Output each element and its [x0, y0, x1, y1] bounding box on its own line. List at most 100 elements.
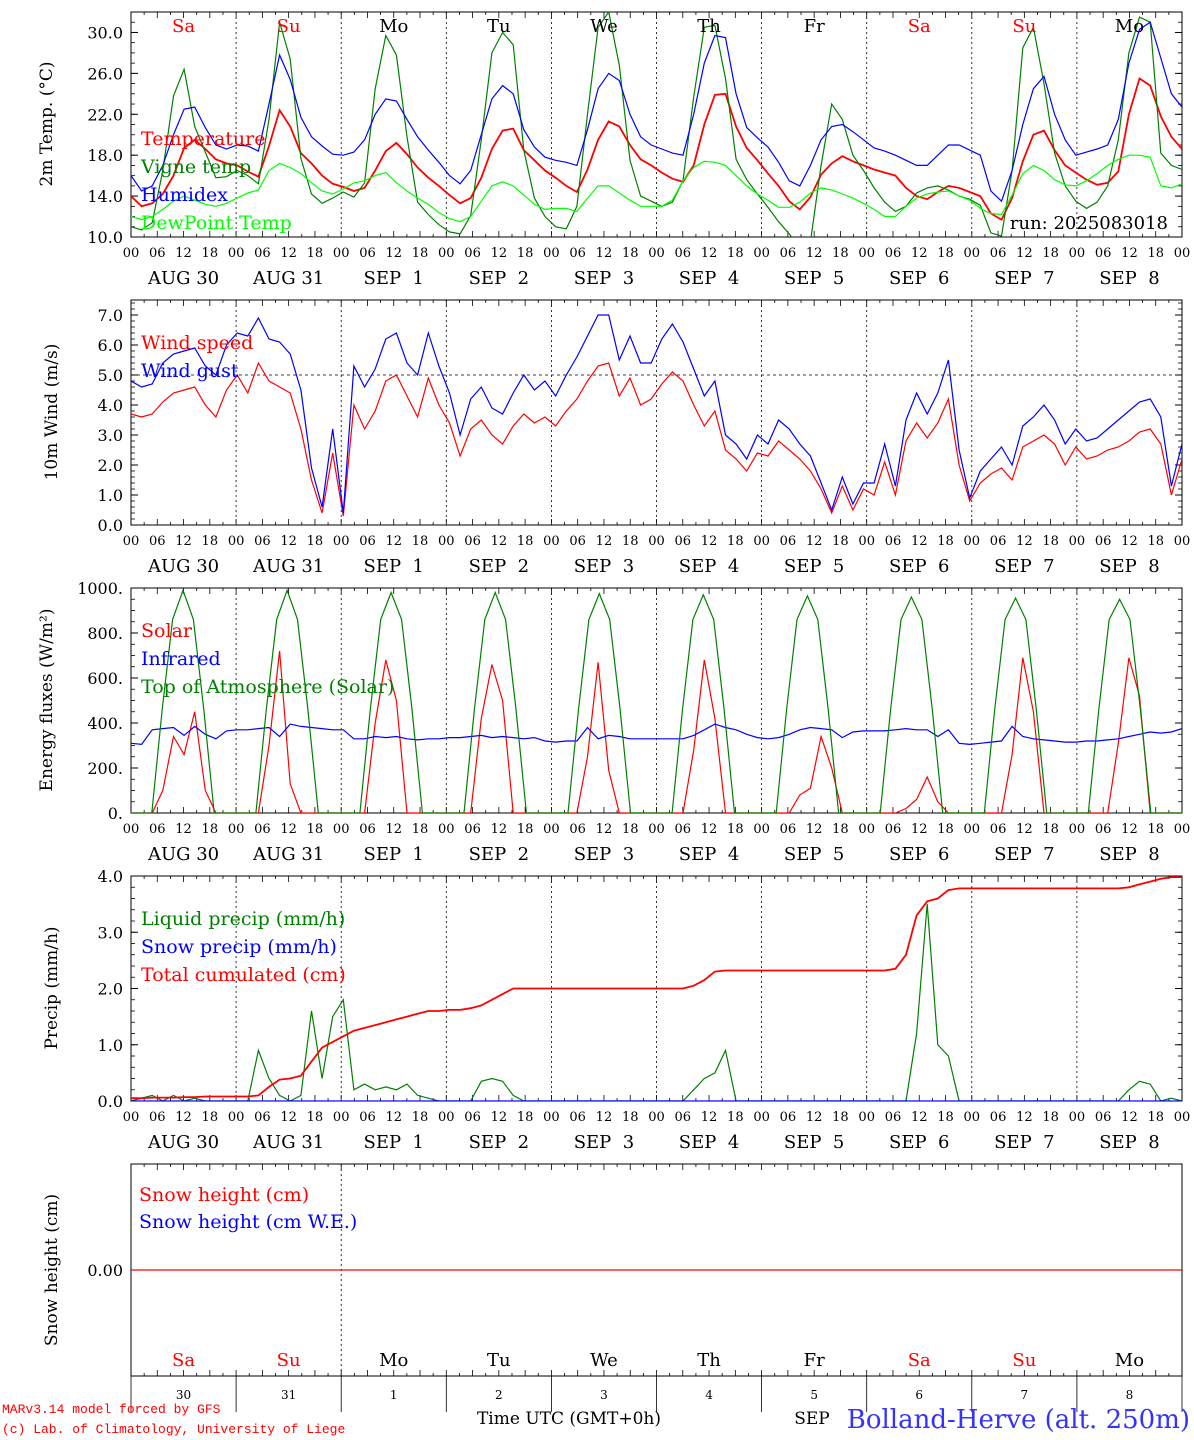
- legend-entry: Temperature: [141, 128, 265, 150]
- hour-label: 06: [1095, 1110, 1112, 1125]
- hour-label: 00: [753, 534, 770, 549]
- hour-label: 06: [464, 534, 481, 549]
- hour-label: 18: [727, 534, 744, 549]
- y-tick-label: 0.00: [87, 1261, 123, 1280]
- date-label: SEP 1: [364, 268, 424, 289]
- date-label: SEP 5: [784, 844, 844, 865]
- hour-label: 00: [648, 534, 665, 549]
- hour-label: 18: [412, 246, 429, 261]
- hour-label: 18: [1042, 534, 1059, 549]
- weekday-label: We: [590, 16, 618, 37]
- y-tick-label: 26.0: [87, 64, 123, 83]
- hour-label: 18: [202, 822, 219, 837]
- hour-label: 18: [1147, 822, 1164, 837]
- weekday-label: Su: [1012, 1350, 1036, 1371]
- date-label: SEP 2: [469, 268, 529, 289]
- hour-label: 18: [1147, 246, 1164, 261]
- hour-label: 00: [123, 246, 140, 261]
- date-label: AUG 30: [147, 556, 219, 577]
- date-label: SEP 3: [574, 556, 634, 577]
- weekday-label: Fr: [804, 1350, 825, 1371]
- hour-label: 00: [648, 246, 665, 261]
- hour-label: 18: [1147, 534, 1164, 549]
- hour-label: 00: [543, 1110, 560, 1125]
- weekday-label: Mo: [1115, 1350, 1144, 1371]
- hour-label: 12: [1016, 1110, 1033, 1125]
- chart-panel-4: 0.0 1.0 2.0 3.0 4.0 Precip (mm/h) Liquid preci…: [42, 867, 1190, 1153]
- hour-label: 12: [911, 246, 928, 261]
- hour-label: 06: [675, 822, 692, 837]
- y-tick-label: 1.0: [98, 486, 123, 505]
- hour-label: 12: [491, 822, 508, 837]
- hour-label: 18: [1147, 1110, 1164, 1125]
- y-tick-label: 3.0: [98, 426, 123, 445]
- hour-label: 12: [491, 534, 508, 549]
- hour-label: 12: [911, 534, 928, 549]
- date-label: AUG 31: [252, 844, 324, 865]
- hour-label: 18: [412, 822, 429, 837]
- hour-label: 06: [254, 246, 271, 261]
- hour-label: 00: [543, 534, 560, 549]
- series-line-2: [131, 723, 1182, 746]
- hour-label: 06: [780, 534, 797, 549]
- day-number-label: 7: [1021, 1388, 1029, 1402]
- weekday-label: Sa: [908, 1350, 931, 1371]
- date-label: SEP 2: [469, 844, 529, 865]
- hour-label: 06: [1095, 246, 1112, 261]
- hour-label: 12: [1121, 246, 1138, 261]
- series-line-1: [131, 361, 1182, 517]
- day-number-label: 5: [810, 1388, 818, 1402]
- y-tick-label: 14.0: [87, 187, 123, 206]
- hour-label: 18: [1042, 246, 1059, 261]
- hour-label: 12: [911, 822, 928, 837]
- series-line-4: [131, 154, 1182, 223]
- chart-panel-3: 0. 200. 400. 600. 800. 1000. Energy fluxes (W/…: [37, 579, 1190, 865]
- hour-label: 12: [491, 246, 508, 261]
- hour-label: 12: [385, 534, 402, 549]
- legend-entry: Snow height (cm W.E.): [139, 1211, 357, 1233]
- hour-label: 18: [622, 1110, 639, 1125]
- chart-panel-1: 10.0 14.0 18.0 22.0 26.0 30.0 2m Temp. (°C) Tem…: [37, 11, 1190, 289]
- hour-label: 06: [780, 1110, 797, 1125]
- hour-label: 18: [832, 822, 849, 837]
- hour-label: 00: [438, 822, 455, 837]
- y-tick-label: 0.0: [98, 1092, 123, 1111]
- weekday-label: Su: [277, 16, 301, 37]
- hour-label: 18: [937, 534, 954, 549]
- hour-label: 00: [123, 1110, 140, 1125]
- hour-label: 00: [964, 534, 981, 549]
- hour-label: 06: [254, 1110, 271, 1125]
- weekday-label: Mo: [379, 1350, 408, 1371]
- hour-label: 12: [385, 1110, 402, 1125]
- hour-label: 18: [832, 534, 849, 549]
- date-label: SEP 6: [889, 556, 949, 577]
- hour-label: 00: [333, 534, 350, 549]
- hour-label: 00: [228, 534, 245, 549]
- date-label: AUG 31: [252, 556, 324, 577]
- hour-label: 12: [280, 822, 297, 837]
- hour-label: 00: [123, 822, 140, 837]
- y-tick-label: 0.: [108, 804, 123, 823]
- date-label: SEP 5: [784, 556, 844, 577]
- hour-label: 00: [228, 822, 245, 837]
- y-axis-title: 10m Wind (m/s): [42, 344, 62, 481]
- hour-label: 00: [1069, 246, 1086, 261]
- weekday-label: Sa: [172, 16, 195, 37]
- legend-entry: Solar: [141, 620, 193, 642]
- hour-label: 12: [175, 822, 192, 837]
- hour-label: 06: [780, 822, 797, 837]
- date-label: SEP 6: [889, 844, 949, 865]
- date-label: SEP 1: [364, 1132, 424, 1153]
- hour-label: 06: [149, 534, 166, 549]
- legend-entry: Wind speed: [141, 332, 253, 354]
- weekday-label: Th: [697, 16, 721, 37]
- hour-label: 12: [1016, 822, 1033, 837]
- date-label: AUG 31: [252, 268, 324, 289]
- y-tick-label: 200.: [87, 759, 123, 778]
- hour-label: 18: [937, 246, 954, 261]
- y-tick-label: 18.0: [87, 146, 123, 165]
- lab-credit: (c) Lab. of Climatology, University of L…: [2, 1422, 345, 1437]
- date-label: SEP 4: [679, 556, 739, 577]
- hour-label: 18: [1042, 822, 1059, 837]
- hour-label: 00: [333, 246, 350, 261]
